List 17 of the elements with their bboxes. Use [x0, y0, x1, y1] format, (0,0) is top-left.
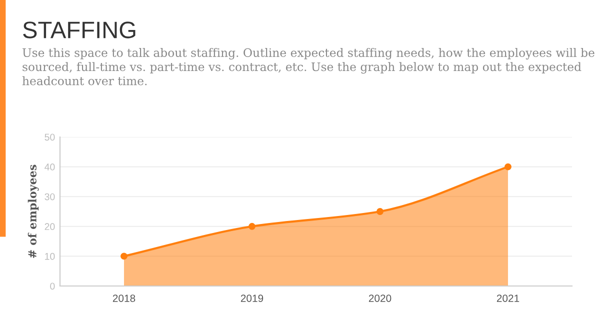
- point: [120, 252, 128, 260]
- x-tick-label: 2018: [112, 294, 136, 302]
- x-tick-label: 2020: [368, 294, 392, 302]
- y-tick-label: 50: [44, 134, 55, 141]
- chart-title: STAFFING: [23, 22, 136, 38]
- chart-subtitle: Use this space to talk about staffing. Outline expected staffing needs, how the employees will be sourced, full-time vs. part-time vs. contract, etc. Use the graph below to map out the expected headcount over time.: [22, 48, 594, 86]
- y-axis-title: # of employees: [28, 164, 39, 258]
- point: [248, 222, 256, 230]
- y-tick-label: 30: [44, 193, 55, 200]
- y-tick-label: 0: [50, 282, 55, 290]
- point: [504, 163, 512, 170]
- x-tick-label: 2019: [240, 294, 264, 302]
- y-tick-label: 20: [44, 223, 55, 230]
- x-tick-label: 2021: [496, 294, 520, 302]
- y-tick-label: 10: [45, 252, 55, 260]
- point: [376, 208, 384, 215]
- y-tick-label: 40: [44, 164, 55, 170]
